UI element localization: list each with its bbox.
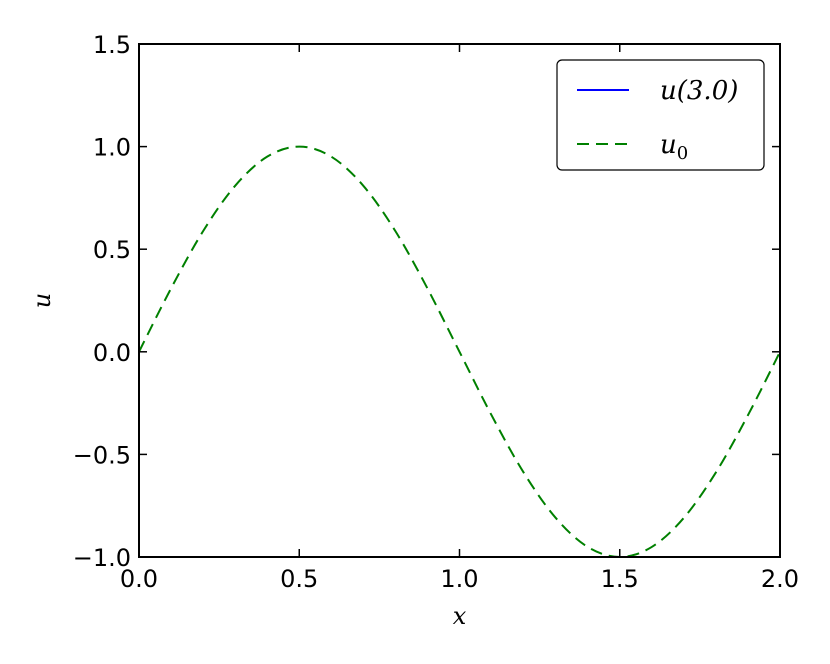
y-tick-label: 0.5 (93, 236, 131, 264)
legend-label-u0: u0 (660, 130, 688, 164)
series-layer (139, 145, 780, 557)
y-tick-label: 0.0 (93, 339, 131, 367)
y-axis-label: u (28, 293, 56, 308)
x-tick-label: 1.5 (601, 565, 639, 593)
x-axis-label: x (453, 602, 467, 630)
x-tick-label: 2.0 (761, 565, 799, 593)
ticks-layer (138, 43, 781, 558)
legend: u(3.0) u0 (556, 59, 765, 171)
y-tick-label: −0.5 (73, 441, 131, 469)
tick-labels-layer: 0.0 0.5 1.0 1.5 2.0 −1.0 −0.5 0.0 0.5 1.0 1.5 (73, 31, 799, 593)
x-tick-label: 1.0 (440, 565, 478, 593)
legend-box (556, 59, 765, 171)
y-tick-label: 1.5 (93, 31, 131, 59)
legend-label-u-3-0: u(3.0) (660, 76, 738, 106)
x-tick-label: 0.5 (280, 565, 318, 593)
series-line-1 (139, 145, 780, 557)
y-tick-label: −1.0 (73, 544, 131, 572)
y-tick-label: 1.0 (93, 134, 131, 162)
x-tick-label: 0.0 (120, 565, 158, 593)
